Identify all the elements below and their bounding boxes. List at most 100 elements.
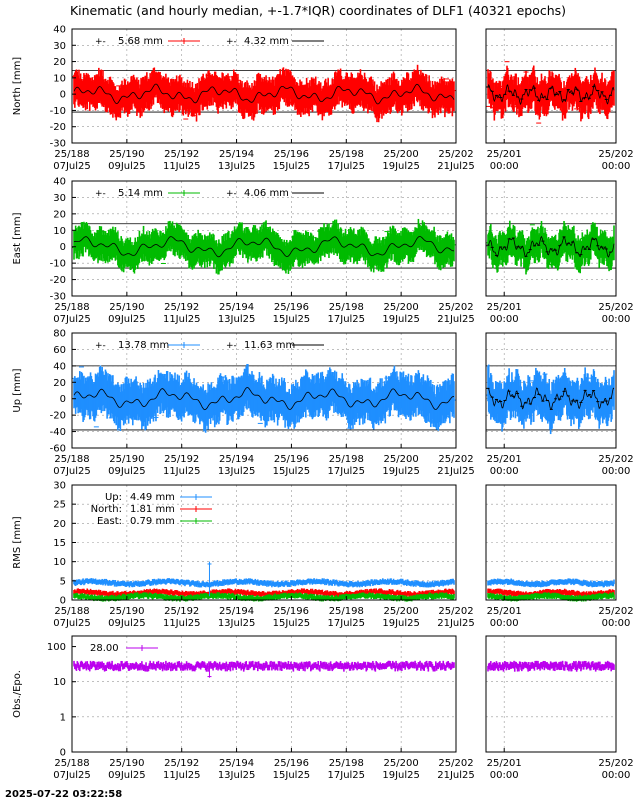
x-tick-label: 21Jul25 [437,314,475,325]
x-tick-label: 09Jul25 [108,618,146,629]
y-axis-label: North [mm] [12,57,23,116]
x-tick-label: 25/190 [109,149,144,160]
y-tick-label: 10 [53,557,66,568]
x-tick-label: 25/200 [384,454,419,465]
x-tick-label: 25/200 [384,758,419,769]
x-tick-label: 25/188 [54,758,89,769]
x-tick-label: 25/188 [54,606,89,617]
y-tick-label: -20 [50,122,66,133]
x-tick-label: 25/196 [274,454,309,465]
x-tick-label: 11Jul25 [163,466,201,477]
legend: +- 13.78 mm +- 11.63 mm [95,340,324,351]
y-tick-label: 80 [53,329,66,340]
x-tick-label: 09Jul25 [108,161,146,172]
x-tick-label: 11Jul25 [163,314,201,325]
x-tick-label: 00:00 [490,618,519,629]
north-median-line [73,83,455,105]
y-axis-label: Up [mm] [12,368,23,412]
y-tick-label: 0 [60,596,66,607]
x-tick-label: 25/202 [598,606,633,617]
x-tick-label: 13Jul25 [218,466,256,477]
x-tick-label: 07Jul25 [53,618,91,629]
y-tick-label: 60 [53,345,66,356]
x-tick-label: 13Jul25 [218,618,256,629]
x-tick-label: 25/201 [487,149,522,160]
x-tick-label: 19Jul25 [382,314,420,325]
plot-frame [71,28,457,144]
legend-label: 4.06 mm [244,188,289,199]
y-tick-label: 40 [53,361,66,372]
x-tick-label: 25/192 [164,758,199,769]
y-tick-label: 25 [53,500,66,511]
legend: Up: 4.49 mm North: 1.81 mm East: 0.79 mm [91,492,212,527]
x-tick-label: 07Jul25 [53,161,91,172]
y-tick-label: 20 [53,57,66,68]
x-tick-label: 13Jul25 [218,314,256,325]
y-tick-label: 0 [60,394,66,405]
x-tick-label: 25/190 [109,758,144,769]
x-tick-label: 25/196 [274,606,309,617]
x-tick-label: 25/190 [109,302,144,313]
y-tick-label: -30 [50,292,66,303]
x-tick-label: 15Jul25 [273,466,311,477]
x-tick-label: 15Jul25 [273,618,311,629]
x-tick-label: 25/202 [598,302,633,313]
north-points [485,61,615,124]
x-tick-label: 21Jul25 [437,770,475,781]
x-tick-label: 11Jul25 [163,618,201,629]
plot-frame [485,28,617,144]
x-tick-label: 25/202 [598,454,633,465]
x-tick-label: 19Jul25 [382,466,420,477]
x-tick-label: 25/194 [219,758,254,769]
plot-frame [71,635,457,753]
legend-label: 1.81 mm [130,504,175,515]
y-tick-label: -60 [50,444,66,455]
x-tick-label: 19Jul25 [382,161,420,172]
x-tick-label: 25/202 [438,454,473,465]
legend-label: 11.63 mm [244,340,295,351]
x-tick-label: 25/200 [384,302,419,313]
x-tick-label: 25/202 [438,302,473,313]
x-tick-label: 25/194 [219,454,254,465]
plot-frame [485,484,617,601]
y-axis-label: East [mm] [12,212,23,264]
legend-marker: +- [95,341,106,351]
y-tick-label: 20 [53,378,66,389]
x-tick-label: 25/198 [329,606,364,617]
y-tick-label: 30 [53,41,66,52]
y-tick-label: 0 [60,242,66,253]
x-tick-label: 19Jul25 [382,618,420,629]
x-tick-label: 00:00 [602,618,631,629]
x-tick-label: 15Jul25 [273,161,311,172]
y-tick-label: -10 [50,259,66,270]
x-tick-label: 15Jul25 [273,314,311,325]
legend-label: 4.32 mm [244,36,289,47]
legend-label: 5.14 mm [118,188,163,199]
up-points [71,363,457,433]
x-tick-label: 25/196 [274,758,309,769]
x-tick-label: 07Jul25 [53,314,91,325]
x-tick-label: 25/194 [219,149,254,160]
legend-label: 13.78 mm [118,340,169,351]
x-tick-label: 09Jul25 [108,314,146,325]
x-tick-label: 17Jul25 [328,314,366,325]
north-points [71,64,457,123]
legend-marker: +- [226,37,237,47]
north-median-line [487,83,615,106]
plot-frame [485,332,617,449]
x-tick-label: 25/201 [487,606,522,617]
legend-marker: +- [95,189,106,199]
x-tick-label: 25/202 [438,606,473,617]
legend-label: 4.49 mm [130,492,175,503]
x-tick-label: 25/192 [164,302,199,313]
x-tick-label: 25/192 [164,606,199,617]
x-tick-label: 25/202 [598,149,633,160]
x-tick-label: 25/190 [109,454,144,465]
